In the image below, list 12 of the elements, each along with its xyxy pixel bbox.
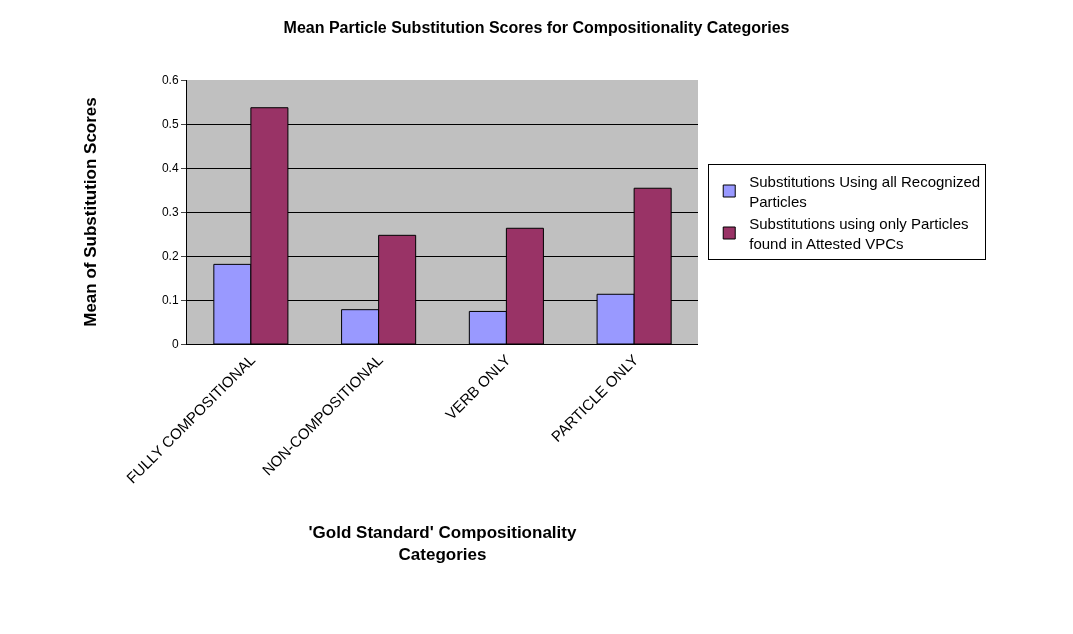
y-tick-label: 0.3	[161, 205, 179, 220]
legend-label: Substitutions Using all Recognized Particles	[749, 173, 981, 210]
y-tick-label: 0.5	[161, 117, 179, 132]
y-tick-label: 0	[171, 337, 179, 352]
y-tick-label: 0.6	[161, 73, 179, 88]
y-tick-label: 0.1	[161, 293, 179, 308]
chart-title: Mean Particle Substitution Scores for Compositionality Categories	[283, 19, 790, 37]
y-axis-title: Mean of Substitution Scores	[81, 97, 101, 327]
y-tick-label: 0.2	[161, 249, 179, 264]
x-axis-title: 'Gold Standard' Compositionality Categories	[308, 522, 577, 564]
y-tick-label: 0.4	[161, 161, 179, 176]
legend-label: Substitutions using only Particles found in Attested VPCs	[749, 215, 969, 252]
